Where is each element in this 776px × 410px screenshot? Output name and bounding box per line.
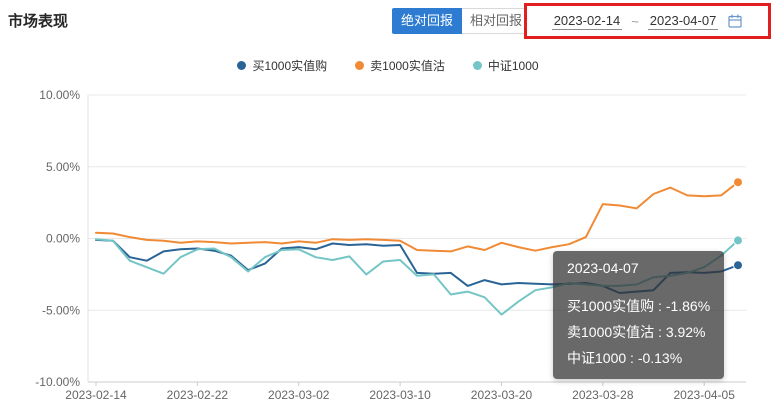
x-tick-label: 2023-03-20 xyxy=(471,388,533,402)
y-tick-label: -10.00% xyxy=(35,375,80,389)
legend-label: 卖1000实值沽 xyxy=(370,59,445,73)
tooltip-row: 买1000实值购 : -1.86% xyxy=(567,298,711,314)
y-tick-label: 5.00% xyxy=(46,160,80,174)
legend-item[interactable]: 卖1000实值沽 xyxy=(355,57,445,74)
date-range-separator: ~ xyxy=(631,13,639,29)
series-endpoint xyxy=(733,235,743,246)
legend-label: 买1000实值购 xyxy=(252,59,328,73)
tooltip-date: 2023-04-07 xyxy=(567,260,639,276)
legend-item[interactable]: 买1000实值购 xyxy=(237,57,327,74)
x-tick-label: 2023-03-02 xyxy=(268,388,330,402)
y-tick-label: 0.00% xyxy=(46,232,80,246)
x-tick-label: 2023-03-28 xyxy=(572,388,634,402)
x-tick-label: 2023-04-05 xyxy=(674,388,736,402)
legend-dot-icon xyxy=(472,61,482,70)
legend-label: 中证1000 xyxy=(487,59,539,73)
x-tick-label: 2023-02-14 xyxy=(65,388,127,402)
x-tick-label: 2023-03-10 xyxy=(369,388,431,402)
y-tick-label: -5.00% xyxy=(42,303,80,317)
absolute-return-button[interactable]: 绝对回报 xyxy=(392,8,463,34)
start-date-input[interactable]: 2023-02-14 xyxy=(551,12,623,30)
series-endpoint xyxy=(733,177,743,188)
relative-return-button[interactable]: 相对回报 xyxy=(462,8,532,34)
tooltip-row: 中证1000 : -0.13% xyxy=(567,350,683,366)
series-line xyxy=(95,181,739,253)
legend-dot-icon xyxy=(355,61,365,70)
annotation-red-box: 2023-02-14 ~ 2023-04-07 xyxy=(524,3,771,39)
series-endpoint xyxy=(733,260,743,271)
calendar-icon[interactable] xyxy=(727,13,743,29)
chart-legend: 买1000实值购 卖1000实值沽 中证1000 xyxy=(0,57,776,74)
return-toggle-group: 绝对回报 相对回报 xyxy=(392,8,532,34)
legend-dot-icon xyxy=(237,61,247,70)
legend-item[interactable]: 中证1000 xyxy=(472,57,539,74)
x-tick-label: 2023-02-22 xyxy=(167,388,229,402)
chart-tooltip: 2023-04-07 买1000实值购 : -1.86% 卖1000实值沽 : … xyxy=(553,251,725,379)
end-date-input[interactable]: 2023-04-07 xyxy=(647,12,719,30)
y-tick-label: 10.00% xyxy=(39,88,80,102)
page-title: 市场表现 xyxy=(8,13,69,30)
tooltip-row: 卖1000实值沽 : 3.92% xyxy=(567,324,706,340)
